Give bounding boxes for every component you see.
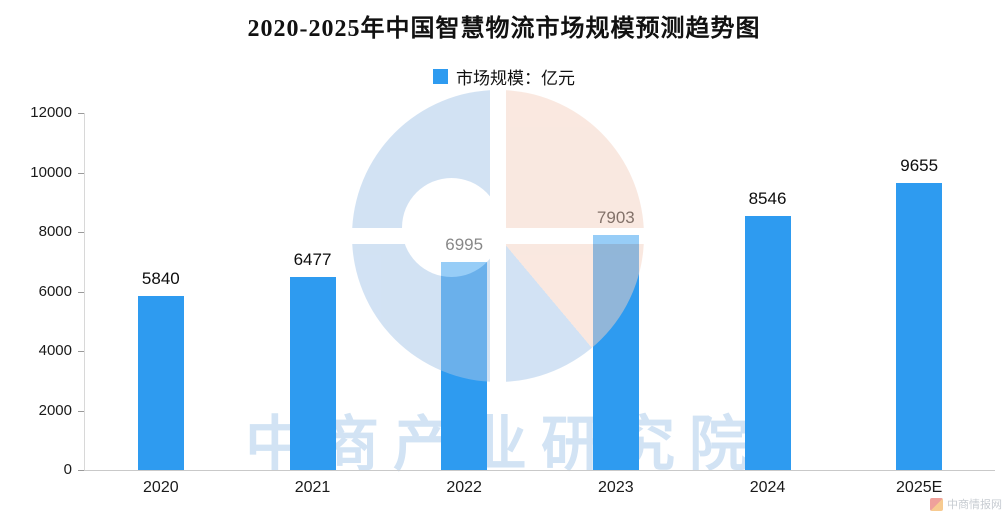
bar xyxy=(896,182,943,470)
bar xyxy=(137,296,184,470)
y-axis-label: 6000 xyxy=(38,282,72,300)
bar-value-label: 6995 xyxy=(445,234,484,254)
y-tick xyxy=(78,470,84,471)
bar-value-label: 6477 xyxy=(293,250,332,270)
legend: 市场规模：亿元 xyxy=(0,64,1008,89)
y-axis-label: 8000 xyxy=(38,223,72,240)
x-axis-label: 2023 xyxy=(598,479,634,496)
y-tick xyxy=(78,172,84,174)
x-axis-label: 2022 xyxy=(446,479,482,496)
chart-title: 2020-2025年中国智慧物流市场规模预测趋势图 xyxy=(247,16,761,42)
legend-swatch xyxy=(433,69,448,84)
y-tick xyxy=(78,291,84,293)
legend-label: 市场规模：亿元 xyxy=(456,69,575,88)
bar xyxy=(289,277,336,470)
bar xyxy=(744,215,791,470)
bar-value-label: 8546 xyxy=(748,188,787,208)
bar-value-label: 7903 xyxy=(596,207,635,227)
corner-badge-label: 中商情报网 xyxy=(947,499,1002,511)
y-tick xyxy=(78,410,84,412)
y-axis-line xyxy=(84,113,85,470)
x-axis-line xyxy=(79,470,995,471)
corner-badge-icon xyxy=(930,497,943,511)
y-axis-label: 10000 xyxy=(30,163,72,181)
y-axis-label: 0 xyxy=(63,461,72,478)
bar xyxy=(441,261,488,470)
bar xyxy=(592,234,639,470)
corner-badge: 中商情报网 xyxy=(930,496,1002,512)
bar-value-label: 5840 xyxy=(141,269,180,289)
bar-value-label: 9655 xyxy=(900,155,939,175)
y-axis-label: 12000 xyxy=(30,104,72,121)
y-axis-label: 4000 xyxy=(38,342,72,359)
y-tick xyxy=(78,351,84,352)
x-axis-label: 2020 xyxy=(143,479,179,496)
y-tick xyxy=(78,113,84,114)
logo-cross-vertical xyxy=(490,90,506,382)
x-axis-label: 2024 xyxy=(749,479,786,496)
x-axis-label: 2021 xyxy=(294,479,331,496)
y-axis-label: 2000 xyxy=(38,401,72,419)
x-axis-label: 2025E xyxy=(896,479,943,496)
y-tick xyxy=(78,232,84,233)
